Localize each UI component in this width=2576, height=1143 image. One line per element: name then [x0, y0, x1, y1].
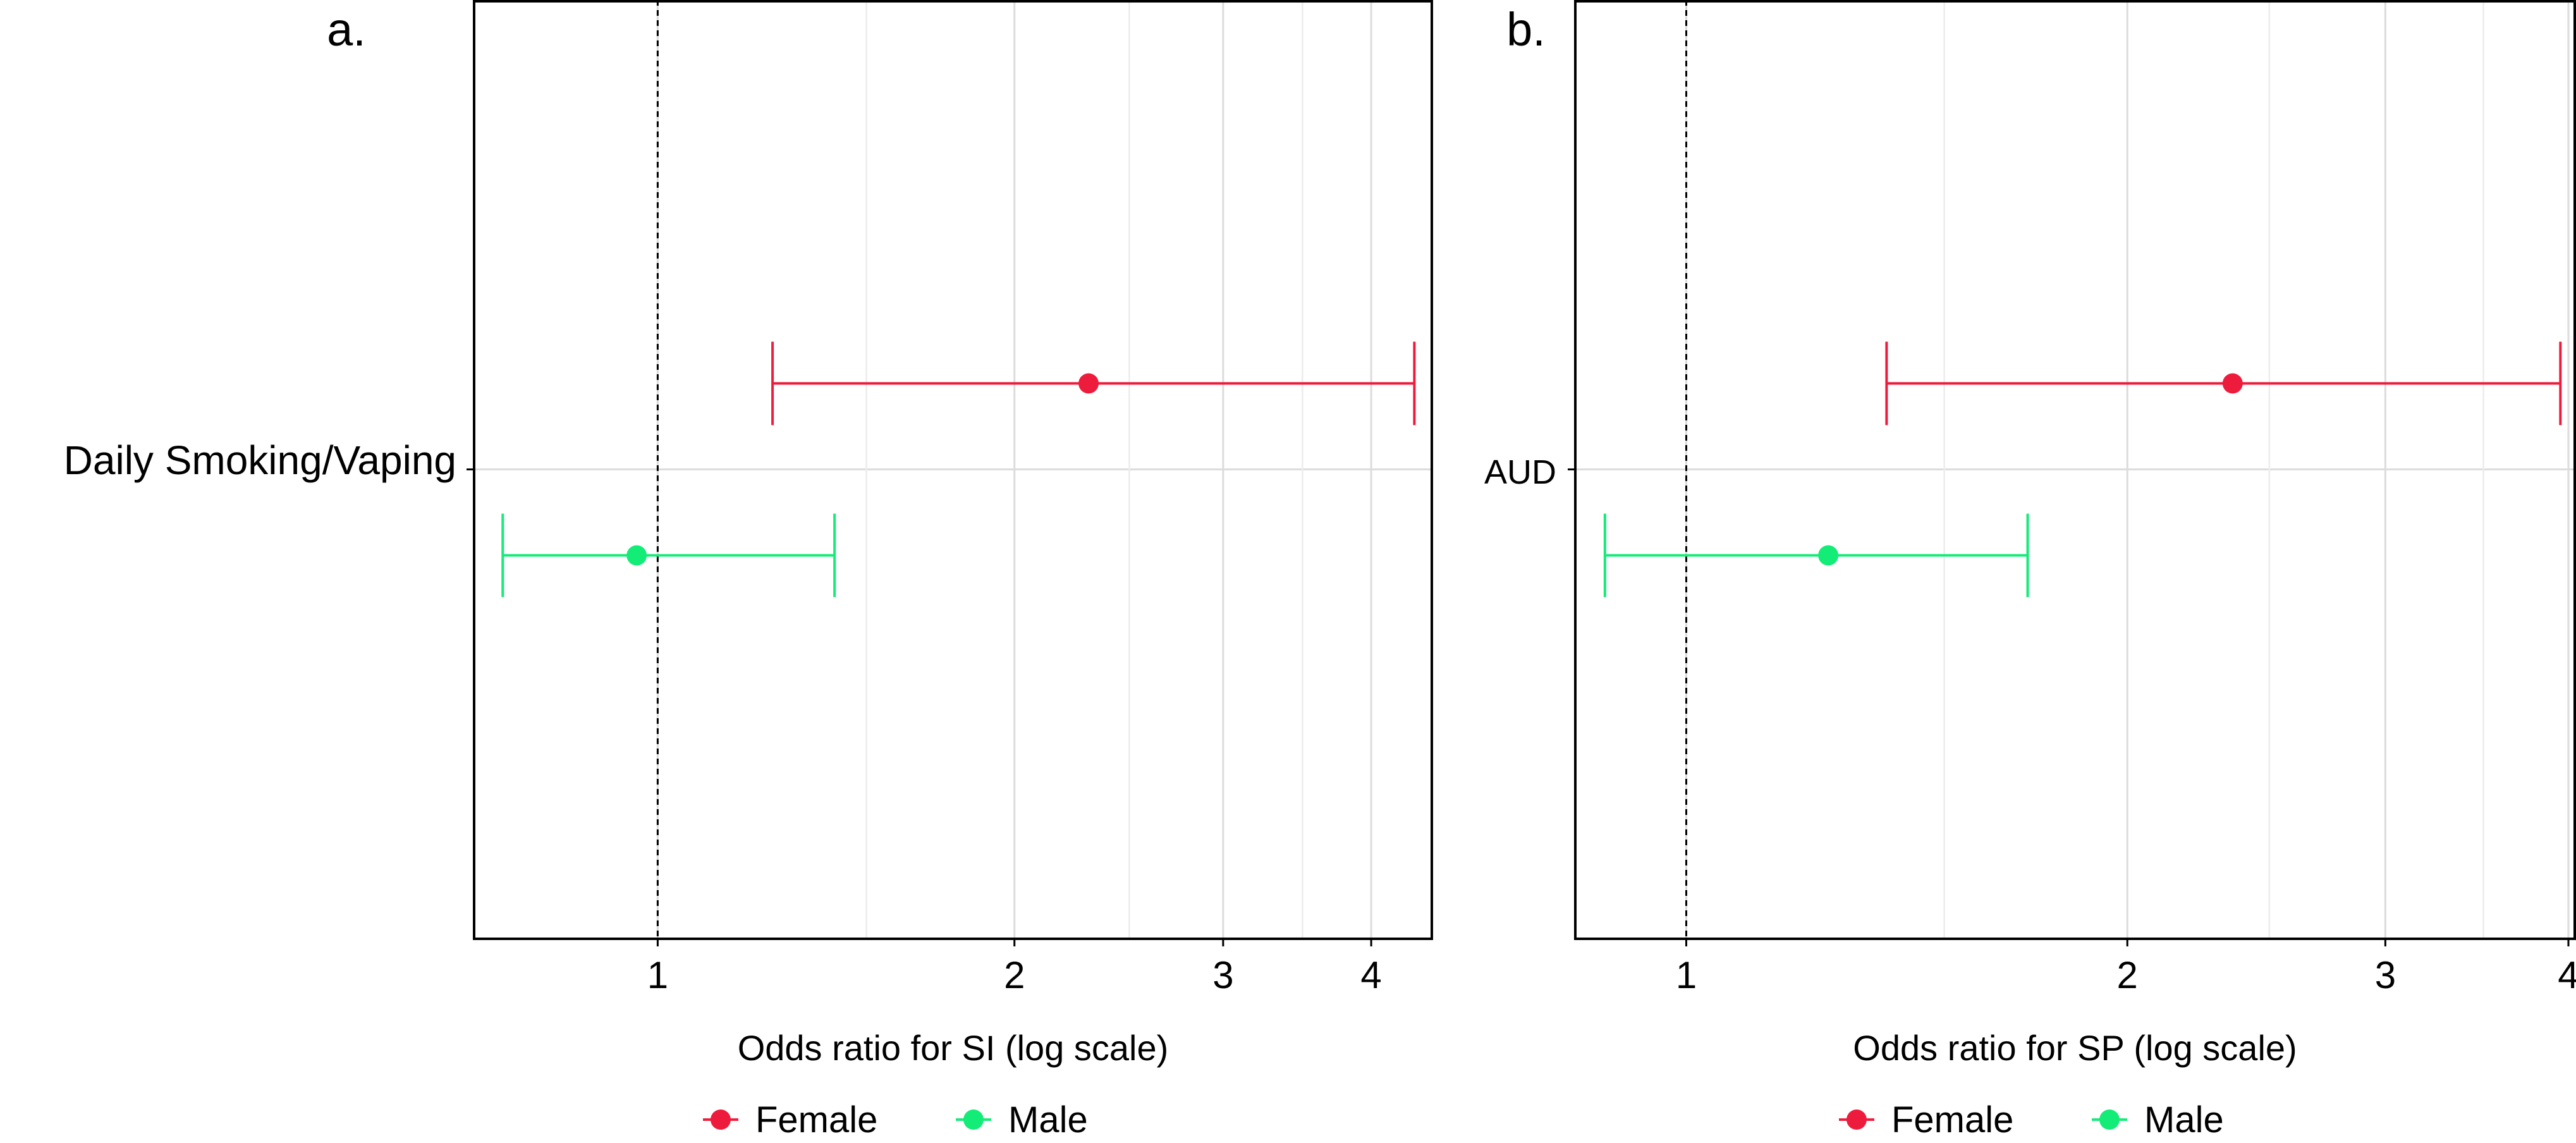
x-tick-label: 1 [1676, 954, 1697, 996]
x-tick-label: 2 [2117, 954, 2138, 996]
point-estimate [1818, 545, 1839, 566]
legend-key-point [963, 1109, 984, 1130]
legend: Female Male [703, 1099, 1088, 1140]
legend-label: Female [755, 1099, 877, 1140]
category-label: AUD [1484, 453, 1556, 491]
x-tick-label: 1 [647, 954, 668, 996]
x-tick-label: 3 [2375, 954, 2396, 996]
legend: Female Male [1839, 1099, 2224, 1140]
x-tick-label: 4 [1360, 954, 1381, 996]
legend-item-male: Male [2092, 1099, 2224, 1140]
legend-item-male: Male [956, 1099, 1088, 1140]
panel-b: AUD 1 2 3 4 Odds ratio for SP (log scale) b. Fe… [1484, 0, 2576, 1140]
series-male [501, 513, 836, 597]
legend-item-female: Female [703, 1099, 877, 1140]
point-estimate [2222, 373, 2243, 394]
series-male [1603, 513, 2029, 597]
legend-key-point [1847, 1109, 1867, 1130]
panel-label: b. [1506, 3, 1546, 56]
x-axis-title: Odds ratio for SI (log scale) [738, 1028, 1169, 1068]
x-tick-label: 2 [1004, 954, 1025, 996]
point-estimate [1078, 373, 1099, 394]
legend-label: Female [1891, 1099, 2013, 1140]
legend-label: Male [1008, 1099, 1088, 1140]
x-axis-title: Odds ratio for SP (log scale) [1853, 1028, 2297, 1068]
panel-a: Daily Smoking/Vaping 1 2 3 4 Odds ratio for S… [64, 0, 1433, 1140]
category-label: Daily Smoking/Vaping [64, 437, 456, 483]
x-tick-label: 3 [1212, 954, 1233, 996]
legend-item-female: Female [1839, 1099, 2013, 1140]
legend-label: Male [2144, 1099, 2224, 1140]
series-female [771, 341, 1416, 425]
legend-key-point [2099, 1109, 2120, 1130]
point-estimate [626, 545, 647, 566]
series-female [1885, 341, 2562, 425]
panel-label: a. [327, 3, 366, 56]
legend-key-point [711, 1109, 731, 1130]
x-tick-label: 4 [2558, 954, 2576, 996]
